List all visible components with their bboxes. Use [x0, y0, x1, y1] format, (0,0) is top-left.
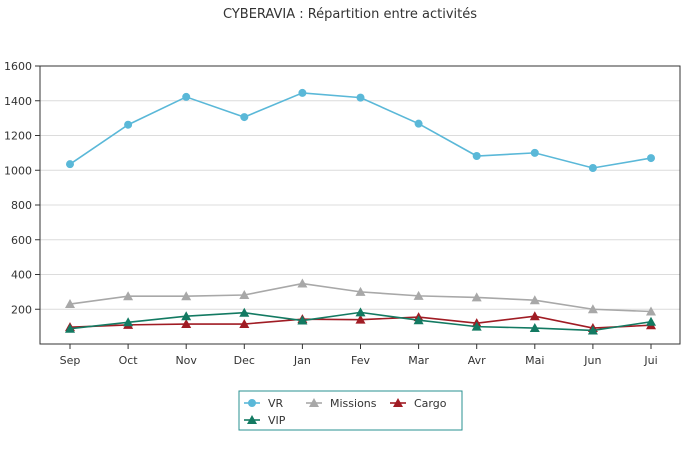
y-tick-label: 800 [11, 199, 32, 212]
y-axis: 200 400 600 800 1000 1200 1400 1600 [4, 60, 40, 316]
legend-marker-vip [247, 415, 257, 424]
data-point-vip [646, 316, 656, 326]
data-point-missions [355, 286, 366, 296]
x-tick-label: Mar [408, 354, 429, 367]
data-point-missions [181, 291, 192, 301]
y-tick-label: 600 [11, 234, 32, 247]
plot-area-frame [39, 65, 681, 345]
data-point-missions [646, 306, 656, 316]
data-point-vip [181, 311, 192, 321]
data-point-vip [355, 307, 366, 317]
data-point-vr [588, 163, 597, 172]
data-point-vr [647, 154, 655, 163]
series-group [65, 88, 656, 335]
legend-item-vip: VIP [244, 414, 286, 427]
x-tick-label: Fev [351, 354, 370, 367]
data-point-vip [529, 323, 540, 333]
x-tick-label: Avr [468, 354, 486, 367]
legend-box [238, 390, 463, 431]
data-point-vip [239, 307, 250, 317]
data-point-vr [182, 92, 191, 101]
x-tick-label: Nov [175, 354, 197, 367]
legend-item-cargo: Cargo [390, 397, 447, 410]
grid [40, 100, 680, 310]
x-tick-label: Jun [583, 354, 601, 367]
y-tick-label: 1400 [4, 95, 32, 108]
data-point-vip [587, 325, 598, 335]
data-point-vip [297, 315, 308, 325]
data-point-vr [356, 93, 365, 102]
data-point-vr [472, 152, 481, 161]
data-point-vip [65, 323, 75, 333]
data-point-vip [471, 321, 482, 331]
data-point-cargo [181, 319, 192, 329]
data-point-missions [65, 299, 75, 309]
data-point-cargo [355, 314, 366, 324]
x-tick-label: Jui [643, 354, 657, 367]
data-point-missions [239, 290, 250, 300]
data-point-missions [297, 278, 308, 288]
legend: VR Missions Cargo VIP [238, 390, 463, 431]
legend-label: VIP [268, 414, 286, 427]
legend-label: Missions [330, 397, 377, 410]
x-axis: Sep Oct Nov Dec Jan Fev Mar Avr Mai Jun Jui [60, 344, 658, 367]
data-point-missions [529, 295, 540, 305]
legend-item-vr: VR [244, 397, 284, 410]
data-point-vip [413, 315, 424, 325]
legend-label: VR [268, 397, 284, 410]
series-missions [65, 278, 656, 316]
legend-marker-cargo [393, 398, 403, 407]
series-line-vr [69, 92, 652, 169]
data-point-missions [413, 290, 424, 300]
legend-marker-missions [309, 398, 319, 407]
data-point-vr [414, 119, 423, 128]
series-vr [66, 88, 655, 172]
data-point-vr [240, 113, 249, 122]
x-tick-label: Mai [525, 354, 544, 367]
y-tick-label: 400 [11, 269, 32, 282]
data-point-missions [471, 292, 482, 302]
legend-item-missions: Missions [306, 397, 377, 410]
y-tick-label: 200 [11, 303, 32, 316]
data-point-missions [587, 304, 598, 314]
data-point-vr [530, 148, 539, 157]
data-point-vr [66, 160, 74, 169]
series-vip [65, 307, 656, 335]
data-point-missions [123, 291, 134, 301]
y-tick-label: 1600 [4, 60, 32, 73]
x-tick-label: Jan [293, 354, 311, 367]
x-tick-label: Oct [119, 354, 139, 367]
chart-title: CYBERAVIA : Répartition entre activités [223, 7, 477, 22]
legend-marker-vr [248, 399, 256, 407]
data-point-vr [298, 88, 307, 97]
x-tick-label: Dec [234, 354, 255, 367]
data-point-vr [124, 120, 133, 129]
y-tick-label: 1000 [4, 164, 32, 177]
legend-label: Cargo [414, 397, 447, 410]
y-tick-label: 1200 [4, 130, 32, 143]
data-point-cargo [529, 311, 540, 321]
x-tick-label: Sep [60, 354, 81, 367]
data-point-cargo [239, 319, 250, 329]
data-point-vip [123, 317, 134, 327]
